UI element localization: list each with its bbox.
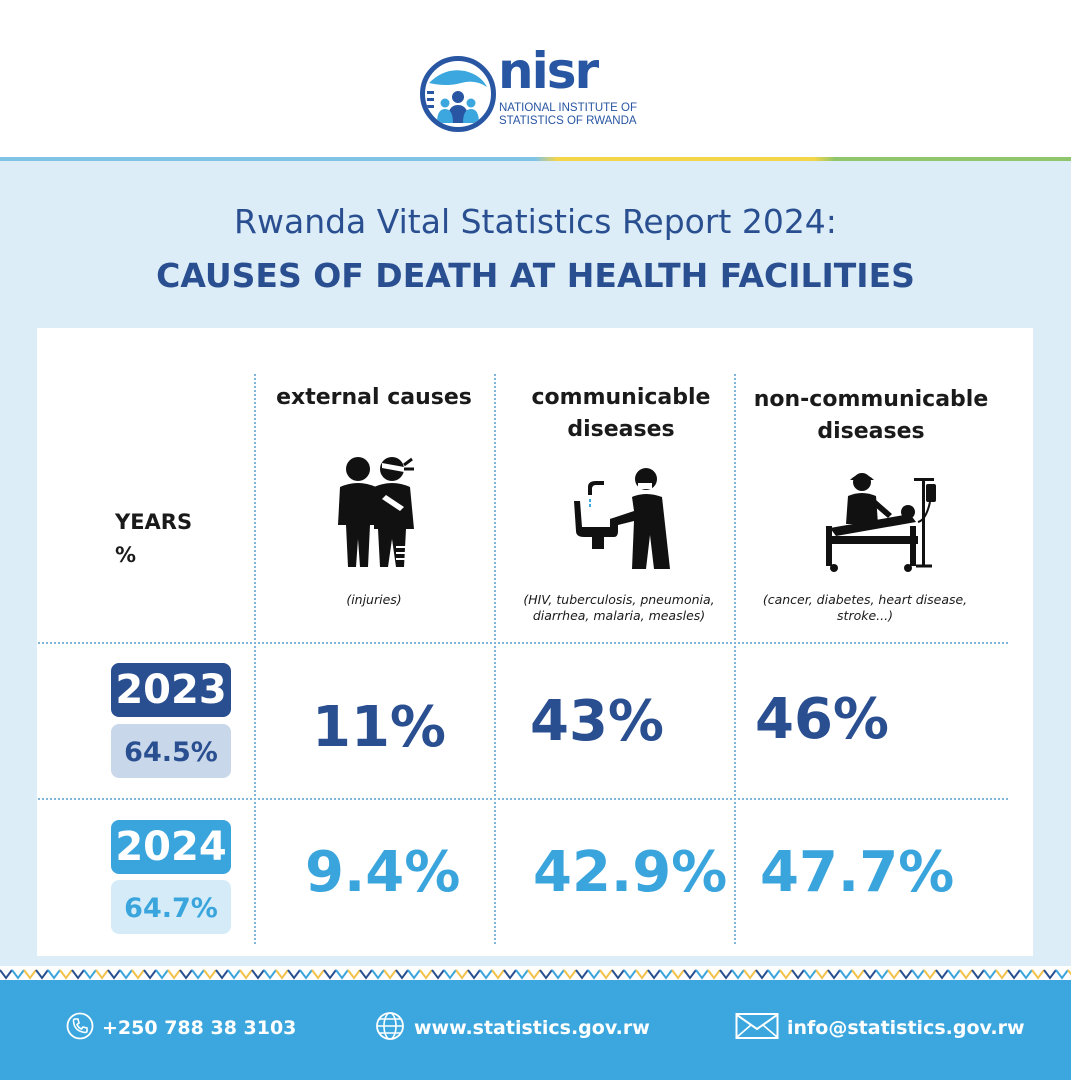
column-note: diarrhea, malaria, measles)	[532, 608, 706, 623]
globe-icon	[374, 1010, 406, 1047]
year-badge-2023: 2023	[111, 663, 231, 717]
email-address: info@statistics.gov.rw	[787, 1017, 1025, 1039]
value-2023-communicable: 43%	[530, 689, 665, 754]
value-2024-external: 9.4%	[305, 840, 461, 905]
column-divider	[494, 374, 496, 944]
column-header-noncommunicable: non-communicable diseases	[738, 384, 1004, 448]
column-note-noncommunicable: (cancer, diabetes, heart disease, stroke…	[738, 592, 992, 624]
decorative-pattern-strip	[0, 966, 1071, 980]
footer	[0, 980, 1071, 1080]
footer-email[interactable]: info@statistics.gov.rw	[735, 1012, 1025, 1045]
column-divider	[254, 374, 256, 944]
phone-icon	[66, 1012, 94, 1045]
column-label: diseases	[817, 419, 925, 444]
column-label: external causes	[276, 385, 472, 410]
hospital-bed-patient-icon	[822, 470, 942, 578]
row-divider	[38, 642, 1008, 644]
column-label: non-communicable	[753, 387, 989, 412]
value-2024-noncommunicable: 47.7%	[760, 840, 955, 905]
column-note-communicable: (HIV, tuberculosis, pneumonia, diarrhea,…	[498, 592, 740, 624]
column-header-external: external causes	[258, 382, 490, 414]
column-note: stroke...)	[837, 608, 893, 623]
column-note: (injuries)	[346, 592, 402, 607]
header-divider	[0, 157, 1071, 161]
nisr-logo: nisr NATIONAL INSTITUTE OF STATISTICS OF…	[420, 46, 660, 134]
injured-people-icon	[330, 455, 420, 579]
value-2023-noncommunicable: 46%	[755, 687, 890, 752]
footer-website[interactable]: www.statistics.gov.rw	[374, 1011, 650, 1042]
column-divider	[734, 374, 736, 944]
logo-subtitle: NATIONAL INSTITUTE OF STATISTICS OF RWAN…	[499, 102, 637, 128]
report-title: Rwanda Vital Statistics Report 2024:	[234, 202, 837, 241]
value-2023-external: 11%	[312, 695, 447, 760]
years-label: YEARS	[115, 510, 193, 534]
share-badge-2024: 64.7%	[111, 880, 231, 934]
nisr-emblem-icon	[420, 56, 496, 132]
website-url: www.statistics.gov.rw	[414, 1017, 650, 1039]
share-badge-2023: 64.5%	[111, 724, 231, 778]
row-divider	[38, 798, 1008, 800]
column-note-external: (injuries)	[258, 592, 490, 608]
logo-word: nisr	[498, 42, 599, 100]
value-2024-communicable: 42.9%	[533, 840, 728, 905]
phone-number: +250 788 38 3103	[102, 1017, 297, 1039]
header: nisr NATIONAL INSTITUTE OF STATISTICS OF…	[0, 0, 1071, 161]
column-label: diseases	[567, 417, 675, 442]
logo-sub-line1: NATIONAL INSTITUTE OF	[499, 102, 638, 114]
column-header-communicable: communicable diseases	[498, 382, 744, 446]
logo-sub-line2: STATISTICS OF RWANDA	[499, 115, 637, 127]
footer-phone[interactable]: +250 788 38 3103	[66, 1012, 297, 1045]
years-percent-label: YEARS %	[115, 506, 192, 572]
report-subtitle: CAUSES OF DEATH AT HEALTH FACILITIES	[156, 256, 915, 295]
envelope-icon	[735, 1012, 779, 1045]
year-badge-2024: 2024	[111, 820, 231, 874]
column-label: communicable	[531, 385, 711, 410]
column-note: (cancer, diabetes, heart disease,	[762, 592, 968, 607]
column-note: (HIV, tuberculosis, pneumonia,	[523, 592, 715, 607]
handwashing-person-icon	[570, 465, 680, 579]
percent-label: %	[115, 543, 137, 567]
